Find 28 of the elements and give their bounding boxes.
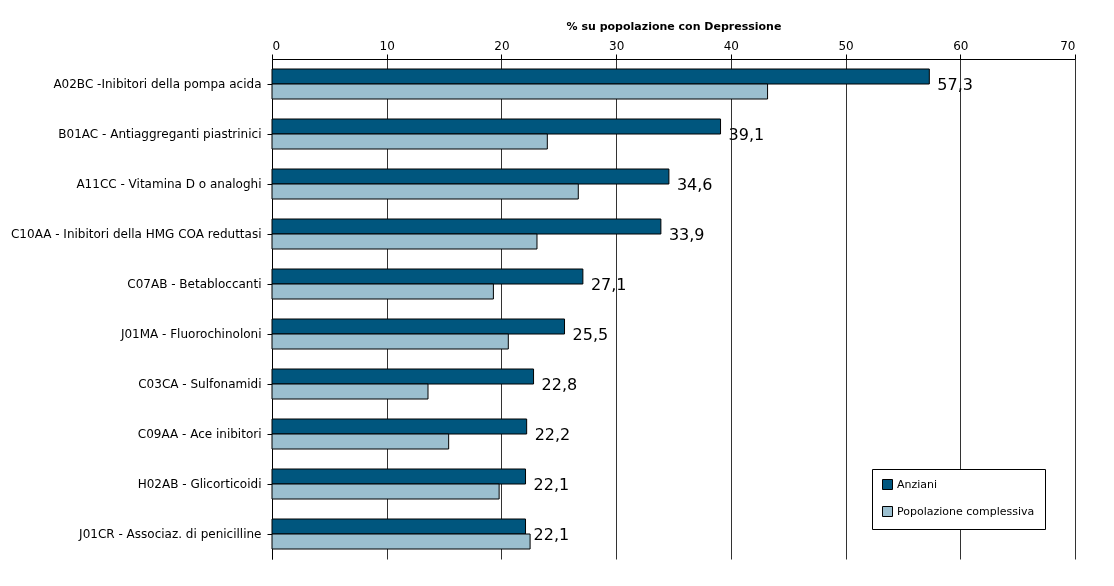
x-tick-label: 60 <box>953 38 969 53</box>
y-tick-label: A11CC - Vitamina D o analoghi <box>76 177 262 191</box>
legend-label: Anziani <box>897 477 938 491</box>
data-label: 22,1 <box>533 474 570 494</box>
x-tick-label: 0 <box>272 38 281 53</box>
data-label: 25,5 <box>572 324 609 344</box>
x-tick-label: 10 <box>379 38 395 53</box>
x-tick-label: 40 <box>723 38 739 53</box>
x-tick-label: 70 <box>1060 38 1076 53</box>
y-tick-label: C03CA - Sulfonamidi <box>138 377 262 391</box>
x-tick-label: 20 <box>494 38 510 53</box>
y-tick-label: C09AA - Ace inibitori <box>137 427 262 441</box>
data-label: 33,9 <box>668 224 705 244</box>
y-tick-label: C07AB - Betabloccanti <box>127 277 262 291</box>
y-tick-label: J01MA - Fluorochinoloni <box>119 327 262 341</box>
data-label: 34,6 <box>676 174 713 194</box>
y-tick-label: B01AC - Antiaggreganti piastrinici <box>58 127 262 141</box>
x-tick-label: 30 <box>609 38 625 53</box>
y-tick-label: J01CR - Associaz. di penicilline <box>78 527 262 541</box>
legend-label: Popolazione complessiva <box>897 504 1035 518</box>
x-axis-title: % su popolazione con Depressione <box>566 19 782 33</box>
y-tick-label: H02AB - Glicorticoidi <box>137 477 262 491</box>
data-label: 22,2 <box>534 424 571 444</box>
y-tick-label: A02BC -Inibitori della pompa acida <box>53 77 262 91</box>
data-label: 22,1 <box>533 524 570 544</box>
x-tick-label: 50 <box>838 38 854 53</box>
y-tick-label: C10AA - Inibitori della HMG COA reduttasi <box>10 227 262 241</box>
data-label: 22,8 <box>541 374 578 394</box>
